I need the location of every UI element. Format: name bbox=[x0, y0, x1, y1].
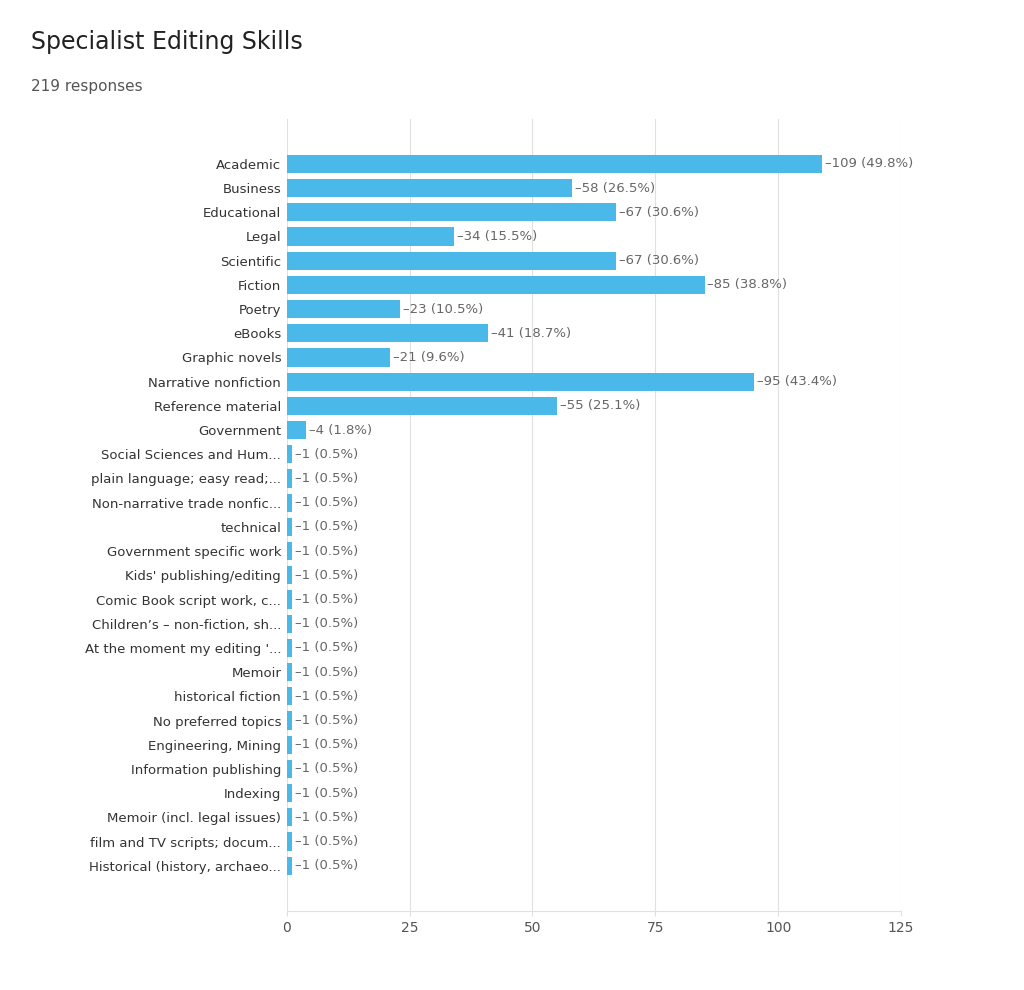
Bar bbox=[287, 276, 705, 294]
Text: –95 (43.4%): –95 (43.4%) bbox=[757, 375, 837, 388]
Bar bbox=[287, 615, 292, 633]
Bar bbox=[287, 687, 292, 706]
Bar bbox=[287, 808, 292, 827]
Bar bbox=[287, 251, 616, 269]
Text: 219 responses: 219 responses bbox=[31, 79, 142, 94]
Text: –55 (25.1%): –55 (25.1%) bbox=[560, 399, 640, 413]
Bar bbox=[287, 856, 292, 875]
Bar bbox=[287, 154, 822, 173]
Bar bbox=[287, 300, 399, 318]
Text: –67 (30.6%): –67 (30.6%) bbox=[618, 206, 699, 219]
Bar bbox=[287, 543, 292, 560]
Bar bbox=[287, 179, 571, 197]
Bar bbox=[287, 566, 292, 584]
Bar bbox=[287, 663, 292, 681]
Text: –1 (0.5%): –1 (0.5%) bbox=[295, 665, 357, 678]
Text: –1 (0.5%): –1 (0.5%) bbox=[295, 521, 357, 534]
Bar bbox=[287, 784, 292, 802]
Text: –1 (0.5%): –1 (0.5%) bbox=[295, 642, 357, 654]
Text: –67 (30.6%): –67 (30.6%) bbox=[618, 254, 699, 267]
Bar bbox=[287, 372, 754, 391]
Text: –1 (0.5%): –1 (0.5%) bbox=[295, 714, 357, 727]
Text: –41 (18.7%): –41 (18.7%) bbox=[492, 327, 571, 340]
Bar bbox=[287, 348, 390, 366]
Text: –21 (9.6%): –21 (9.6%) bbox=[393, 351, 465, 364]
Text: –1 (0.5%): –1 (0.5%) bbox=[295, 447, 357, 460]
Text: –1 (0.5%): –1 (0.5%) bbox=[295, 690, 357, 703]
Bar bbox=[287, 203, 616, 222]
Text: –1 (0.5%): –1 (0.5%) bbox=[295, 617, 357, 631]
Text: –1 (0.5%): –1 (0.5%) bbox=[295, 496, 357, 509]
Text: –1 (0.5%): –1 (0.5%) bbox=[295, 593, 357, 606]
Bar bbox=[287, 712, 292, 730]
Text: –1 (0.5%): –1 (0.5%) bbox=[295, 762, 357, 775]
Text: –1 (0.5%): –1 (0.5%) bbox=[295, 472, 357, 485]
Text: –109 (49.8%): –109 (49.8%) bbox=[825, 157, 913, 170]
Text: –34 (15.5%): –34 (15.5%) bbox=[457, 230, 537, 243]
Text: –58 (26.5%): –58 (26.5%) bbox=[574, 181, 655, 195]
Text: –1 (0.5%): –1 (0.5%) bbox=[295, 859, 357, 872]
Bar bbox=[287, 421, 306, 440]
Text: –1 (0.5%): –1 (0.5%) bbox=[295, 787, 357, 800]
Text: –1 (0.5%): –1 (0.5%) bbox=[295, 544, 357, 557]
Bar bbox=[287, 324, 488, 343]
Text: –23 (10.5%): –23 (10.5%) bbox=[402, 303, 483, 316]
Bar bbox=[287, 446, 292, 463]
Bar bbox=[287, 760, 292, 778]
Bar bbox=[287, 518, 292, 536]
Text: –85 (38.8%): –85 (38.8%) bbox=[708, 278, 787, 291]
Text: –4 (1.8%): –4 (1.8%) bbox=[309, 424, 373, 437]
Text: Specialist Editing Skills: Specialist Editing Skills bbox=[31, 30, 302, 53]
Bar bbox=[287, 397, 557, 415]
Bar bbox=[287, 469, 292, 487]
Bar bbox=[287, 639, 292, 657]
Bar bbox=[287, 494, 292, 512]
Text: –1 (0.5%): –1 (0.5%) bbox=[295, 569, 357, 582]
Text: –1 (0.5%): –1 (0.5%) bbox=[295, 835, 357, 848]
Bar bbox=[287, 736, 292, 753]
Text: –1 (0.5%): –1 (0.5%) bbox=[295, 811, 357, 824]
Bar bbox=[287, 228, 454, 246]
Text: –1 (0.5%): –1 (0.5%) bbox=[295, 739, 357, 751]
Bar bbox=[287, 833, 292, 850]
Bar bbox=[287, 590, 292, 609]
